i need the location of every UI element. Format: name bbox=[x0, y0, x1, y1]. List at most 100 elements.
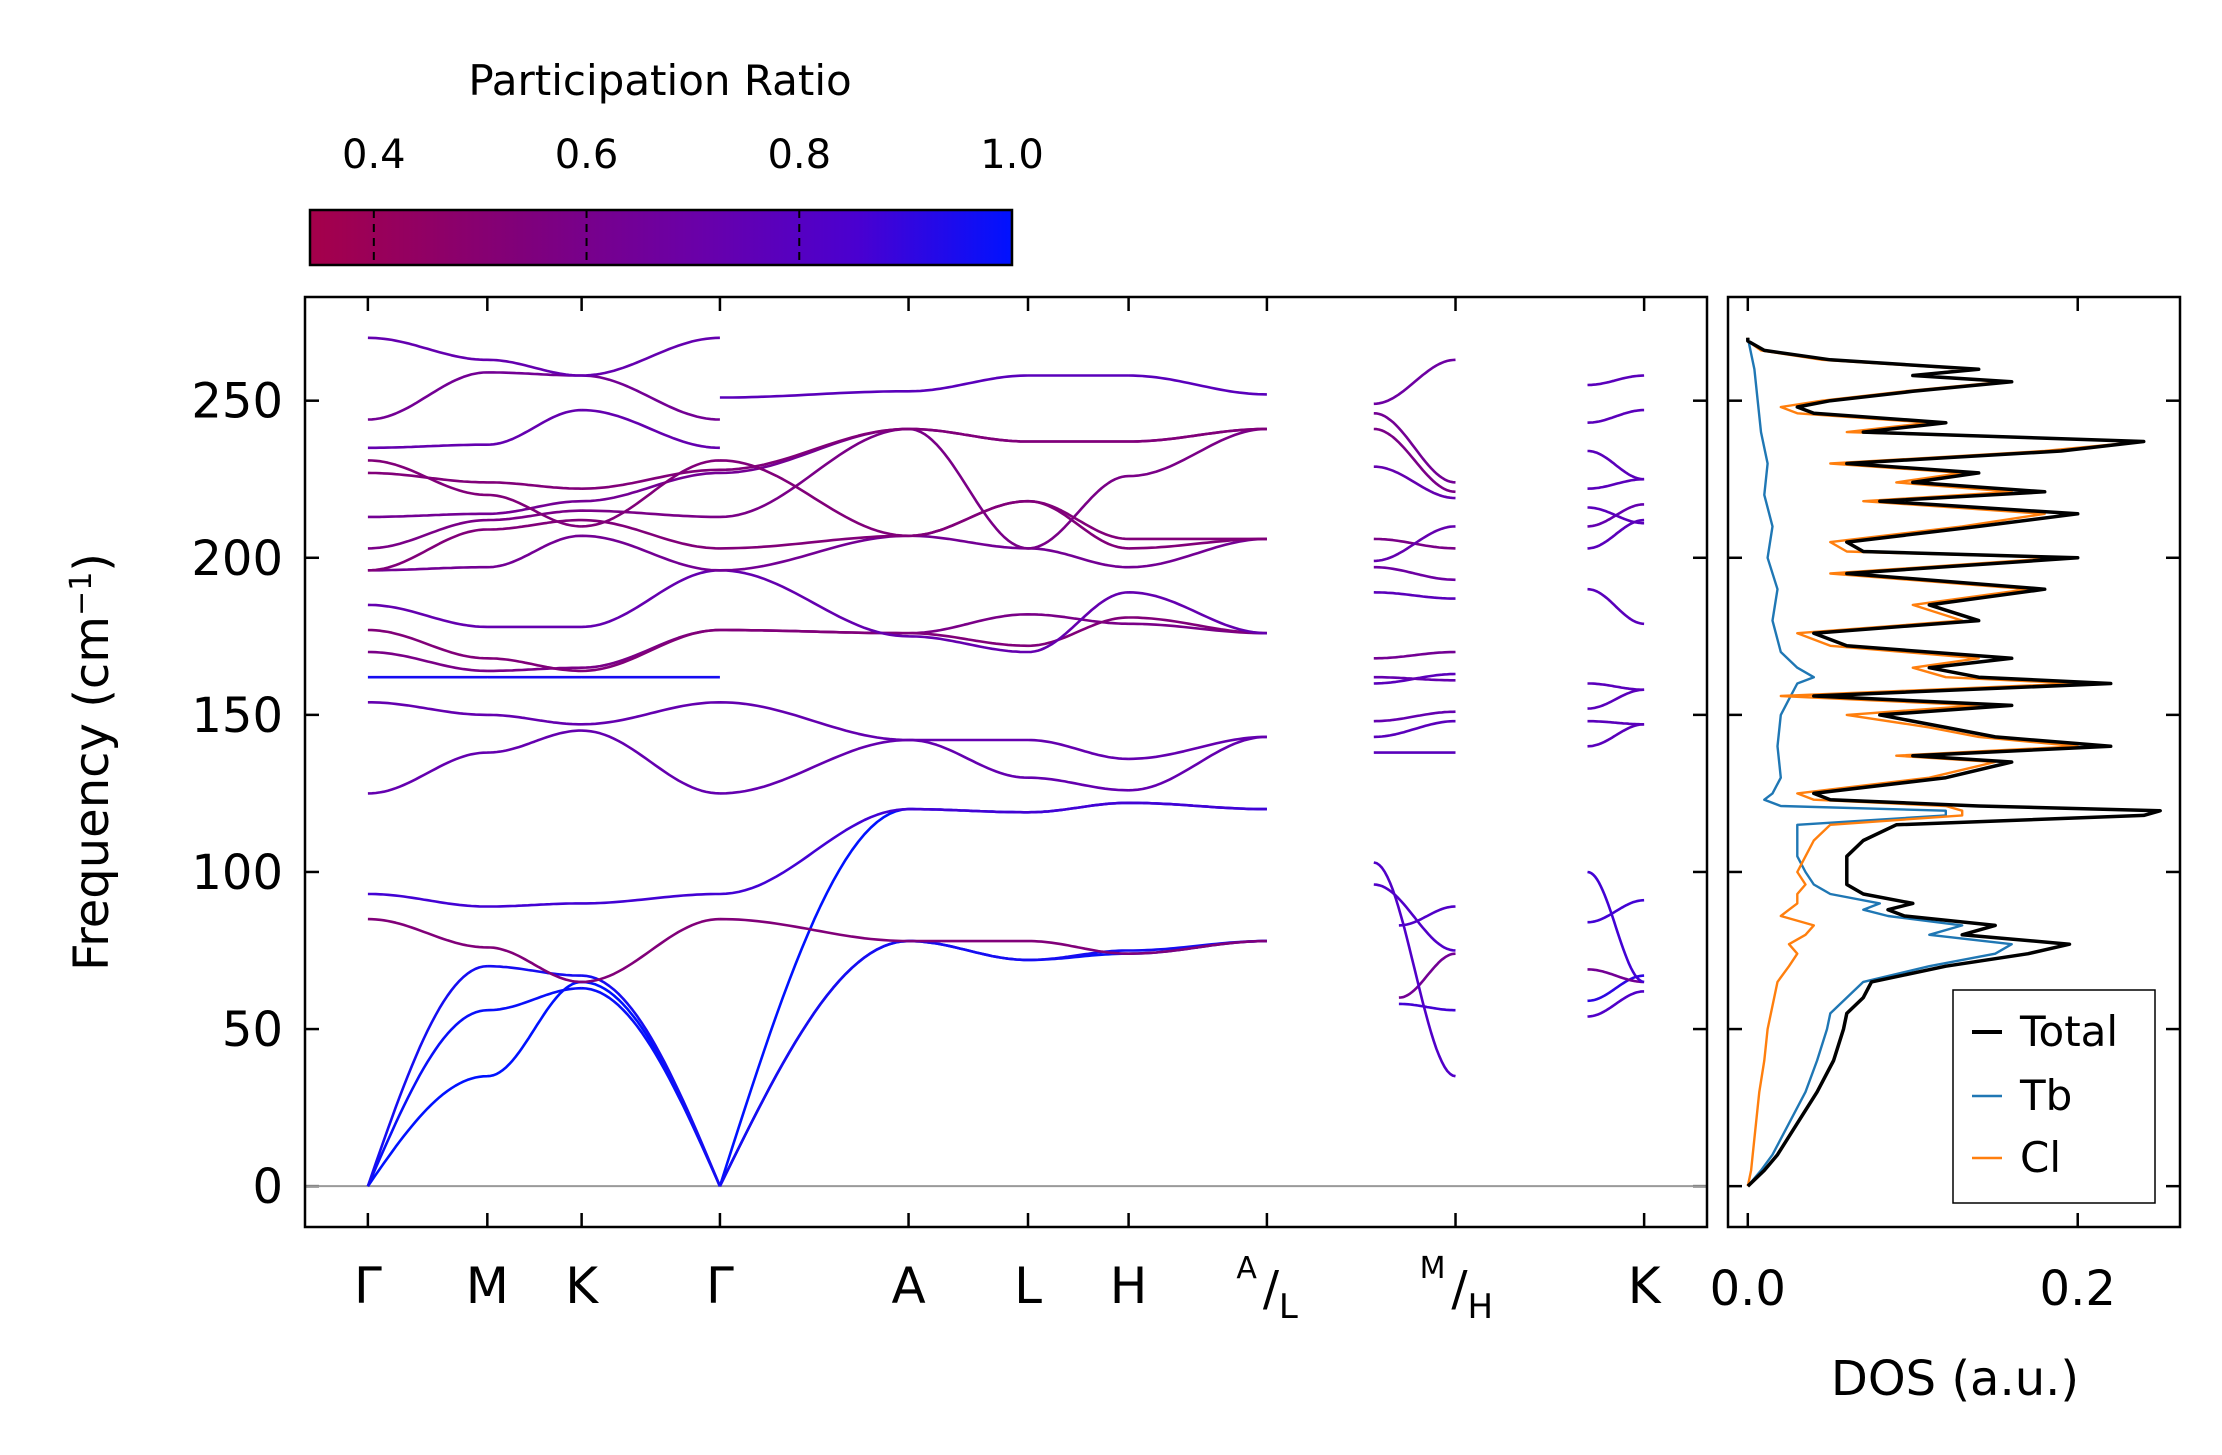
kpoint-label: A bbox=[891, 1257, 925, 1315]
kpoint-label-slash: / bbox=[1451, 1261, 1468, 1317]
band-seg3-78 bbox=[1398, 952, 1456, 999]
kpoint-label-lower: L bbox=[1279, 1287, 1298, 1327]
band-optical-244 bbox=[367, 371, 720, 421]
band-seg3-133 bbox=[1373, 719, 1456, 739]
band-optical-235 bbox=[367, 408, 720, 450]
band-seg4-122 bbox=[1587, 870, 1645, 984]
band-seg3-79 bbox=[1398, 905, 1456, 927]
band-seg4-225 bbox=[1587, 449, 1645, 481]
kpoint-label-upper: A bbox=[1236, 1251, 1257, 1286]
band-seg4-75 bbox=[1587, 968, 1645, 984]
band-optical-185 bbox=[367, 569, 1267, 654]
legend-label-tb: Tb bbox=[2019, 1071, 2072, 1120]
kpoint-label: K bbox=[1628, 1257, 1662, 1315]
band-seg3-71 bbox=[1398, 1002, 1456, 1012]
colorbar-tick-label: 1.0 bbox=[980, 132, 1044, 178]
legend-label-cl: Cl bbox=[2020, 1133, 2061, 1182]
band-optical-270 bbox=[367, 336, 720, 377]
band-seg3-171 bbox=[1373, 650, 1456, 660]
band-seg4-35 bbox=[1587, 974, 1645, 1003]
dos-curve-tb bbox=[1746, 337, 2013, 1187]
kpoint-label: H bbox=[1110, 1257, 1148, 1315]
band-acoustic-1 bbox=[366, 801, 1267, 1187]
colorbar-title: Participation Ratio bbox=[468, 56, 851, 105]
kpoint-label: M bbox=[466, 1257, 509, 1315]
band-optical-203 bbox=[367, 427, 1267, 550]
band-optical-93 bbox=[367, 801, 1267, 908]
band-seg4-258 bbox=[1587, 374, 1645, 387]
band-seg3-180 bbox=[1373, 591, 1456, 600]
kpoint-label-lower: H bbox=[1468, 1287, 1494, 1327]
band-optical-154 bbox=[367, 701, 1267, 761]
band-optical-85 bbox=[367, 917, 1267, 984]
colorbar-tick-labels: 0.4 0.6 0.8 1.0 bbox=[342, 132, 1044, 178]
dos-lines bbox=[1746, 337, 2162, 1188]
dos-axis-ticks bbox=[1728, 297, 2180, 1227]
band-seg3-112 bbox=[1373, 883, 1456, 952]
colorbar-tick-label: 0.4 bbox=[342, 132, 406, 178]
y-axis-label: Frequency (cm−1) bbox=[64, 553, 121, 971]
colorbar-tick-label: 0.8 bbox=[767, 132, 831, 178]
dos-axes-frame bbox=[1726, 295, 2182, 1229]
dos-x-tick-labels: 0.0 0.2 bbox=[1710, 1261, 2116, 1317]
kpoint-label: K bbox=[565, 1257, 599, 1315]
band-optical-top-A bbox=[719, 374, 1267, 399]
band-seg3-205 bbox=[1373, 525, 1456, 563]
band-optical-227 bbox=[367, 427, 1267, 490]
band-seg4-165 bbox=[1587, 682, 1645, 691]
band-axis-ticks bbox=[305, 297, 1707, 1227]
band-seg3-120 bbox=[1373, 861, 1456, 1078]
band-y-tick-labels: 0 50 100 150 200 250 bbox=[191, 374, 283, 1215]
band-seg3-227 bbox=[1373, 427, 1456, 494]
band-seg3-222 bbox=[1373, 465, 1456, 500]
band-optical-165 bbox=[367, 613, 1267, 673]
band-acoustic-3 bbox=[366, 939, 1267, 1187]
band-y-tick-label: 50 bbox=[222, 1002, 283, 1058]
band-optical-125 bbox=[367, 729, 1267, 795]
band-seg4-210 bbox=[1587, 506, 1645, 525]
band-y-tick-label: 100 bbox=[191, 845, 283, 901]
kpoint-label-slash: / bbox=[1263, 1261, 1280, 1317]
band-acoustic-2 bbox=[366, 939, 1267, 1187]
colorbar-tick-label: 0.6 bbox=[555, 132, 619, 178]
band-optical-195a bbox=[367, 534, 1267, 572]
band-axes-frame bbox=[303, 295, 1709, 1229]
kpoint-label-upper: M bbox=[1420, 1251, 1446, 1286]
band-seg4-89 bbox=[1587, 898, 1645, 924]
band-seg4-237 bbox=[1587, 408, 1645, 424]
band-seg3-142 bbox=[1373, 710, 1456, 723]
kpoint-label: Γ bbox=[706, 1257, 734, 1315]
band-y-tick-label: 150 bbox=[191, 688, 283, 744]
legend-label-total: Total bbox=[2019, 1007, 2118, 1056]
band-kpoint-labels: Γ M K Γ A L H A / LM / H K bbox=[354, 1251, 1662, 1327]
colorbar: Participation Ratio 0.4 0.6 0.8 1.0 bbox=[308, 56, 1044, 267]
band-seg3-258 bbox=[1373, 358, 1456, 406]
band-seg4-236 bbox=[1587, 477, 1645, 490]
band-y-tick-label: 0 bbox=[252, 1159, 283, 1215]
band-seg4-126 bbox=[1587, 719, 1645, 726]
band-seg3-168 bbox=[1373, 675, 1456, 682]
band-lines bbox=[366, 336, 1645, 1187]
band-seg4-56 bbox=[1587, 990, 1645, 1018]
band-seg3-198 bbox=[1373, 565, 1456, 582]
legend: Total Tb Cl bbox=[1952, 989, 2156, 1204]
band-seg4-139 bbox=[1587, 723, 1645, 748]
colorbar-gradient bbox=[308, 208, 1014, 267]
band-seg3-237 bbox=[1373, 412, 1456, 484]
dos-x-axis-label: DOS (a.u.) bbox=[1831, 1351, 2079, 1407]
dos-x-tick-label: 0.0 bbox=[1710, 1261, 1786, 1317]
band-optical-231 bbox=[367, 459, 1267, 541]
dos-panel: 0.0 0.2 DOS (a.u.) Total Tb Cl bbox=[1710, 295, 2182, 1407]
band-optical-195b bbox=[367, 499, 1267, 572]
kpoint-label: Γ bbox=[354, 1257, 382, 1315]
colorbar-ticks bbox=[372, 210, 801, 265]
band-optical-177 bbox=[367, 616, 1267, 673]
band-y-tick-label: 200 bbox=[191, 531, 283, 587]
kpoint-label: L bbox=[1014, 1257, 1042, 1315]
band-y-tick-label: 250 bbox=[191, 374, 283, 430]
dos-x-tick-label: 0.2 bbox=[2040, 1261, 2116, 1317]
band-seg4-187 bbox=[1587, 587, 1645, 626]
dos-curve-total bbox=[1746, 337, 2162, 1188]
